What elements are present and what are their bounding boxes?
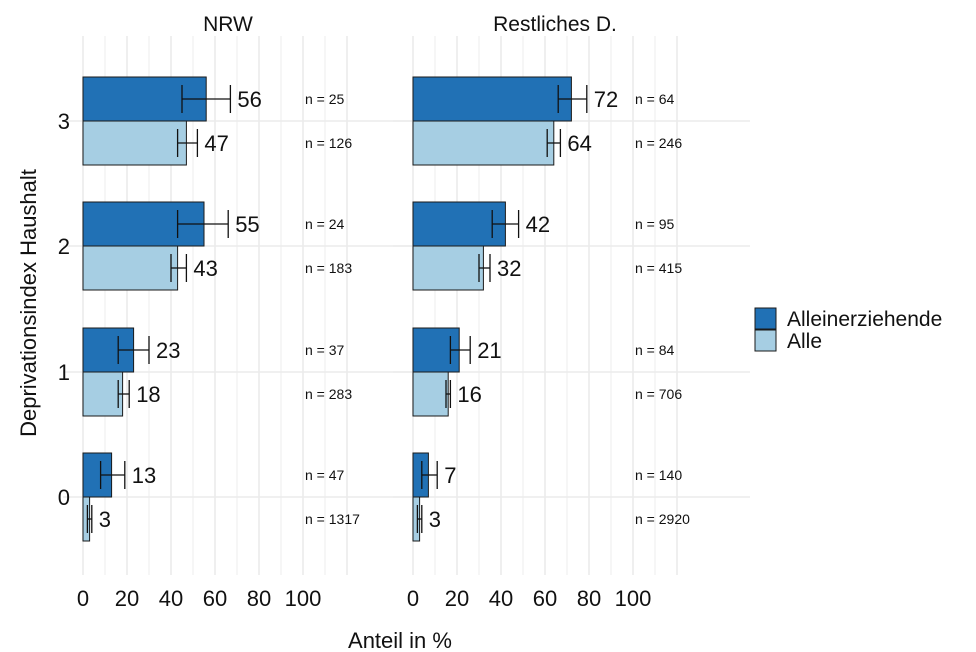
- data-label: 55: [235, 212, 259, 237]
- n-label: n = 24: [305, 216, 345, 232]
- legend-swatch: [754, 307, 777, 330]
- data-label: 42: [526, 212, 550, 237]
- bar: [82, 120, 187, 166]
- data-label: 32: [497, 256, 521, 281]
- n-label: n = 415: [635, 260, 682, 276]
- legend-label: Alle: [787, 330, 822, 353]
- n-label: n = 25: [305, 91, 345, 107]
- data-label: 18: [136, 382, 160, 407]
- n-label: n = 2920: [635, 511, 690, 527]
- n-label: n = 47: [305, 467, 345, 483]
- y-axis-title: Deprivationsindex Haushalt: [16, 169, 41, 437]
- bar: [412, 371, 449, 417]
- data-label: 3: [429, 507, 441, 532]
- data-label: 23: [156, 338, 180, 363]
- panel-0: NRW 13 n = 47 23 n = 37 55 n = 24 56 n = 25 3 n = …: [63, 13, 420, 611]
- data-label: 21: [477, 338, 501, 363]
- x-tick-label: 20: [115, 586, 139, 611]
- n-label: n = 246: [635, 135, 682, 151]
- x-tick-label: 100: [615, 586, 652, 611]
- data-label: 43: [193, 256, 217, 281]
- n-label: n = 183: [305, 260, 352, 276]
- data-label: 7: [444, 463, 456, 488]
- panel-title: NRW: [203, 13, 253, 36]
- y-tick-label: 3: [58, 109, 70, 134]
- data-label: 13: [132, 463, 156, 488]
- n-label: n = 283: [305, 386, 352, 402]
- data-label: 56: [237, 87, 261, 112]
- x-tick-label: 60: [203, 586, 227, 611]
- n-label: n = 37: [305, 342, 345, 358]
- x-tick-label: 100: [285, 586, 322, 611]
- data-label: 16: [457, 382, 481, 407]
- bar: [82, 371, 124, 417]
- bar: [412, 120, 555, 166]
- legend-label: Alleinerziehende: [787, 308, 942, 331]
- y-tick-label: 2: [58, 234, 70, 259]
- x-tick-label: 0: [77, 586, 89, 611]
- bar: [82, 245, 179, 291]
- bar: [412, 76, 572, 122]
- y-tick-label: 0: [58, 485, 70, 510]
- n-label: n = 140: [635, 467, 682, 483]
- data-label: 47: [204, 131, 228, 156]
- x-tick-label: 40: [159, 586, 183, 611]
- y-tick-label: 1: [58, 360, 70, 385]
- x-tick-label: 20: [445, 586, 469, 611]
- n-label: n = 84: [635, 342, 675, 358]
- x-tick-label: 60: [533, 586, 557, 611]
- x-tick-label: 40: [489, 586, 513, 611]
- panel-title: Restliches D.: [493, 13, 617, 36]
- bar: [82, 201, 205, 247]
- x-tick-label: 80: [577, 586, 601, 611]
- legend-swatch: [754, 329, 777, 352]
- data-label: 3: [99, 507, 111, 532]
- panel-1: Restliches D. 7 n = 140 21 n = 84 42 n = 95 72 n…: [393, 13, 750, 611]
- data-label: 72: [594, 87, 618, 112]
- x-axis-title: Anteil in %: [348, 628, 452, 652]
- n-label: n = 64: [635, 91, 675, 107]
- n-label: n = 126: [305, 135, 352, 151]
- x-tick-label: 80: [247, 586, 271, 611]
- bar: [412, 201, 506, 247]
- n-label: n = 706: [635, 386, 682, 402]
- x-tick-label: 0: [407, 586, 419, 611]
- n-label: n = 95: [635, 216, 675, 232]
- bar: [412, 245, 484, 291]
- data-label: 64: [567, 131, 591, 156]
- n-label: n = 1317: [305, 511, 360, 527]
